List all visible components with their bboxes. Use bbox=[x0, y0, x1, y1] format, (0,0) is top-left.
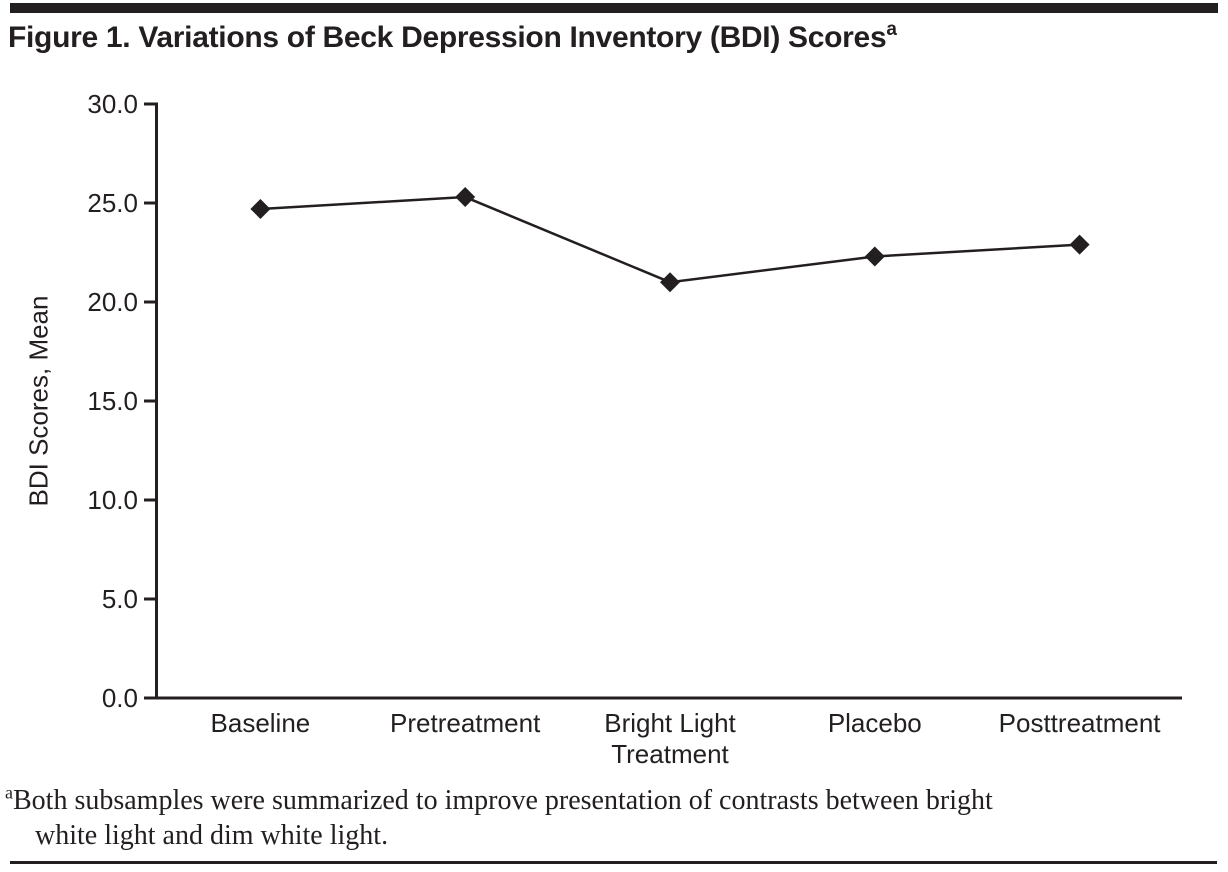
y-tick-label: 20.0 bbox=[87, 287, 138, 317]
y-tick-label: 25.0 bbox=[87, 188, 138, 218]
x-category-label-line: Placebo bbox=[827, 708, 922, 738]
y-tick-label: 5.0 bbox=[101, 584, 138, 614]
x-category-label-line: Treatment bbox=[611, 739, 729, 769]
data-point-marker bbox=[250, 198, 271, 219]
y-tick-label: 10.0 bbox=[87, 485, 138, 515]
footnote-marker: a bbox=[5, 782, 13, 803]
figure-title-text: Figure 1. Variations of Beck Depression … bbox=[8, 21, 887, 54]
footnote: aBoth subsamples were summarized to impr… bbox=[5, 783, 1220, 853]
footnote-text-line2: white light and dim white light. bbox=[35, 820, 389, 851]
y-tick-label: 30.0 bbox=[87, 89, 138, 119]
footnote-text-line1: Both subsamples were summarized to impro… bbox=[13, 785, 993, 816]
x-category-label: Posttreatment bbox=[960, 708, 1200, 739]
data-point-marker bbox=[660, 272, 680, 293]
bdi-line-chart: 0.0 5.0 10.0 15.0 20.0 25.0 30.0 Baseline Pretr… bbox=[23, 89, 1200, 770]
y-tick-label: 15.0 bbox=[87, 386, 138, 416]
y-axis-title: BDI Scores, Mean bbox=[23, 295, 54, 507]
data-point-marker bbox=[864, 246, 885, 267]
data-point-marker bbox=[1069, 234, 1090, 255]
chart-canvas bbox=[144, 102, 1182, 700]
figure-title-footnote-marker: a bbox=[886, 19, 897, 40]
data-point-marker bbox=[455, 187, 476, 208]
series-line bbox=[260, 195, 1080, 284]
x-category-label: Baseline bbox=[140, 708, 380, 739]
bottom-rule bbox=[10, 861, 1217, 864]
y-tick-label: 0.0 bbox=[101, 683, 138, 713]
x-category-label-line: Baseline bbox=[210, 708, 311, 738]
top-rule bbox=[10, 3, 1218, 13]
x-category-label: Pretreatment bbox=[345, 708, 585, 739]
figure-title: Figure 1. Variations of Beck Depression … bbox=[8, 19, 897, 57]
x-category-label-line: Pretreatment bbox=[390, 708, 541, 738]
x-category-label-line: Posttreatment bbox=[998, 708, 1161, 738]
footnote-line-1: aBoth subsamples were summarized to impr… bbox=[5, 783, 1220, 818]
x-category-label-line: Bright Light bbox=[604, 708, 736, 738]
x-category-label: Placebo bbox=[755, 708, 995, 739]
x-category-label: Bright Light Treatment bbox=[550, 708, 790, 770]
